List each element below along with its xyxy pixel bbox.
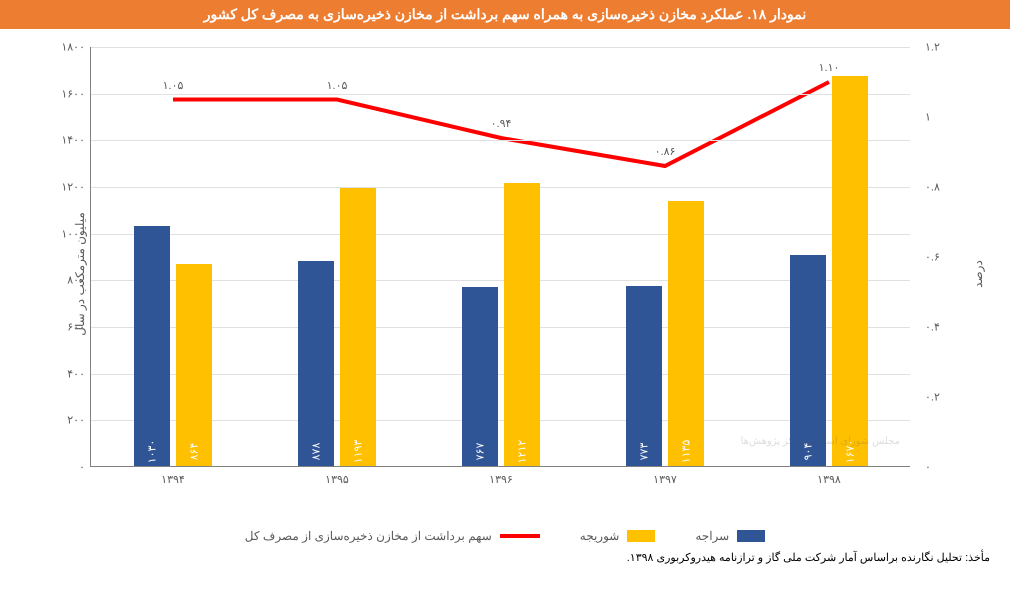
line-series <box>91 47 910 466</box>
y-right-tick: ۱ <box>925 111 955 124</box>
y-right-tick: ۰.۶ <box>925 251 955 264</box>
chart-area: میلیون مترمکعب در سال درصد ۱۳۹۴۱۰۳۰۸۶۴۱۳… <box>0 29 1010 519</box>
y-left-tick: ۰ <box>55 461 85 474</box>
y-right-tick: ۱.۲ <box>925 41 955 54</box>
x-tick: ۱۳۹۵ <box>277 473 397 486</box>
y-left-tick: ۱۰۰۰ <box>55 227 85 240</box>
legend-swatch <box>737 530 765 542</box>
gridline <box>91 280 910 281</box>
y-left-tick: ۱۸۰۰ <box>55 41 85 54</box>
bar-label: ۱۱۹۳ <box>352 440 365 464</box>
y-right-label: درصد <box>971 260 985 288</box>
gridline <box>91 420 910 421</box>
bar-series1: ۸۷۸ <box>298 261 334 466</box>
chart-title: نمودار ۱۸. عملکرد مخازن ذخیره‌سازی به هم… <box>0 0 1010 29</box>
bar-label: ۱۲۱۲ <box>516 440 529 464</box>
legend-swatch <box>500 534 540 538</box>
bar-label: ۸۷۸ <box>310 443 323 461</box>
bar-series2: ۱۶۷۰ <box>832 76 868 466</box>
y-left-tick: ۱۲۰۰ <box>55 181 85 194</box>
bar-series2: ۱۲۱۲ <box>504 183 540 466</box>
bar-label: ۱۱۳۵ <box>680 440 693 464</box>
bar-label: ۸۶۴ <box>188 443 201 461</box>
gridline <box>91 374 910 375</box>
y-right-tick: ۰.۲ <box>925 391 955 404</box>
gridline <box>91 94 910 95</box>
bar-series1: ۷۷۳ <box>626 286 662 466</box>
bar-series2: ۱۱۹۳ <box>340 188 376 466</box>
bar-series2: ۱۱۳۵ <box>668 201 704 466</box>
bar-series1: ۱۰۳۰ <box>134 226 170 466</box>
watermark: مجلس شورای اسلامی مرکز پژوهش‌ها <box>741 435 900 449</box>
y-left-tick: ۸۰۰ <box>55 274 85 287</box>
y-right-tick: ۰.۸ <box>925 181 955 194</box>
gridline <box>91 327 910 328</box>
legend-item: سراجه <box>695 529 765 543</box>
y-left-tick: ۶۰۰ <box>55 321 85 334</box>
bar-label: ۷۶۷ <box>474 443 487 461</box>
line-label: ۰.۹۴ <box>491 117 512 130</box>
legend-label: سراجه <box>695 529 729 543</box>
legend: سراجه شوریجه سهم برداشت از مخازن ذخیره‌ساز… <box>0 519 1010 547</box>
bar-series2: ۸۶۴ <box>176 264 212 466</box>
line-label: ۱.۱۰ <box>819 61 840 74</box>
y-left-tick: ۲۰۰ <box>55 414 85 427</box>
line-label: ۰.۸۶ <box>655 145 676 158</box>
gridline <box>91 187 910 188</box>
x-tick: ۱۳۹۷ <box>605 473 725 486</box>
x-tick: ۱۳۹۶ <box>441 473 561 486</box>
plot-area: ۱۳۹۴۱۰۳۰۸۶۴۱۳۹۵۸۷۸۱۱۹۳۱۳۹۶۷۶۷۱۲۱۲۱۳۹۷۷۷۳… <box>90 47 910 467</box>
y-right-tick: ۰.۴ <box>925 321 955 334</box>
gridline <box>91 47 910 48</box>
chart-container: نمودار ۱۸. عملکرد مخازن ذخیره‌سازی به هم… <box>0 0 1010 600</box>
legend-label: شوریجه <box>580 529 620 543</box>
y-right-tick: ۰ <box>925 461 955 474</box>
x-tick: ۱۳۹۸ <box>769 473 889 486</box>
y-left-tick: ۱۶۰۰ <box>55 87 85 100</box>
x-tick: ۱۳۹۴ <box>113 473 233 486</box>
bar-label: ۱۰۳۰ <box>146 440 159 464</box>
legend-item: سهم برداشت از مخازن ذخیره‌سازی از مصرف ک… <box>245 529 540 543</box>
legend-item: شوریجه <box>580 529 656 543</box>
line-label: ۱.۰۵ <box>163 79 184 92</box>
legend-swatch <box>627 530 655 542</box>
gridline <box>91 234 910 235</box>
gridline <box>91 140 910 141</box>
legend-label: سهم برداشت از مخازن ذخیره‌سازی از مصرف ک… <box>245 529 492 543</box>
y-left-tick: ۱۴۰۰ <box>55 134 85 147</box>
bar-series1: ۷۶۷ <box>462 287 498 466</box>
y-left-tick: ۴۰۰ <box>55 367 85 380</box>
bar-label: ۷۷۳ <box>638 443 651 461</box>
line-label: ۱.۰۵ <box>327 79 348 92</box>
source-note: مأخذ: تحلیل نگارنده براساس آمار شرکت ملی… <box>0 547 1010 564</box>
